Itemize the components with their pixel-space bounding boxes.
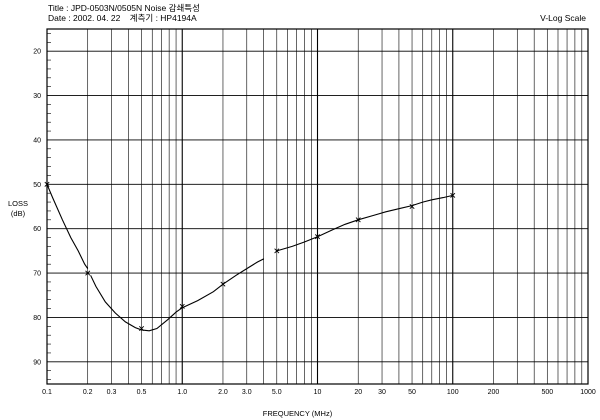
data-point-marker (450, 192, 456, 198)
x-tick-label: 2.0 (218, 389, 228, 396)
x-tick-label: 100 (447, 389, 459, 396)
data-point-marker (179, 303, 185, 309)
x-tick-label: 50 (408, 389, 416, 396)
data-markers (44, 181, 456, 332)
curve-segment (90, 258, 264, 332)
loss-curve (46, 184, 453, 332)
y-tick-label: 50 (33, 182, 41, 189)
x-tick-label: 10 (314, 389, 322, 396)
y-tick-label: 40 (33, 137, 41, 144)
curve-segment (276, 194, 453, 252)
x-axis-label: FREQUENCY (MHz) (263, 409, 333, 418)
chart-title-line: Title : JPD-0503N/0505N Noise 감쇄특성 (48, 3, 200, 13)
data-point-marker (274, 248, 280, 254)
curve-segment (46, 184, 89, 269)
y-axis-label-unit: (dB) (11, 209, 26, 218)
data-point-marker (409, 203, 415, 210)
chart-date-line: Date : 2002. 04. 22 계측기 : HP4194A (48, 13, 197, 23)
data-point-marker (44, 181, 50, 187)
y-tick-label: 60 (33, 226, 41, 233)
x-tick-label: 1000 (580, 389, 596, 396)
plot-frame (46, 28, 589, 385)
data-point-marker (139, 326, 145, 332)
data-point-marker (220, 281, 226, 287)
data-point-marker (355, 217, 361, 223)
x-tick-label: 5.0 (272, 389, 282, 396)
y-tick-label: 30 (33, 93, 41, 100)
x-tick-labels: 0.1 0.2 0.3 0.5 1.0 2.0 3.0 5.0 10 20 30 50 100 200 50… (42, 389, 596, 396)
x-tick-label: 500 (541, 389, 553, 396)
data-point-marker (314, 234, 321, 240)
scale-type-label: V-Log Scale (540, 13, 586, 23)
data-point-marker (85, 270, 91, 276)
x-tick-label: 0.5 (137, 389, 147, 396)
y-tick-label: 20 (33, 49, 41, 56)
x-tick-label: 0.2 (83, 389, 93, 396)
x-tick-label: 0.1 (42, 389, 52, 396)
y-tick-labels: 20 30 40 50 60 70 80 90 (33, 49, 41, 367)
y-axis-label-loss: LOSS (8, 199, 28, 208)
x-tick-label: 20 (354, 389, 362, 396)
grid-lines (47, 29, 588, 384)
x-tick-label: 30 (378, 389, 386, 396)
x-tick-label: 0.3 (107, 389, 117, 396)
y-tick-label: 80 (33, 315, 41, 322)
x-tick-label: 200 (488, 389, 500, 396)
y-tick-label: 90 (33, 359, 41, 366)
y-tick-label: 70 (33, 271, 41, 278)
x-tick-label: 1.0 (177, 389, 187, 396)
x-tick-label: 3.0 (242, 389, 252, 396)
